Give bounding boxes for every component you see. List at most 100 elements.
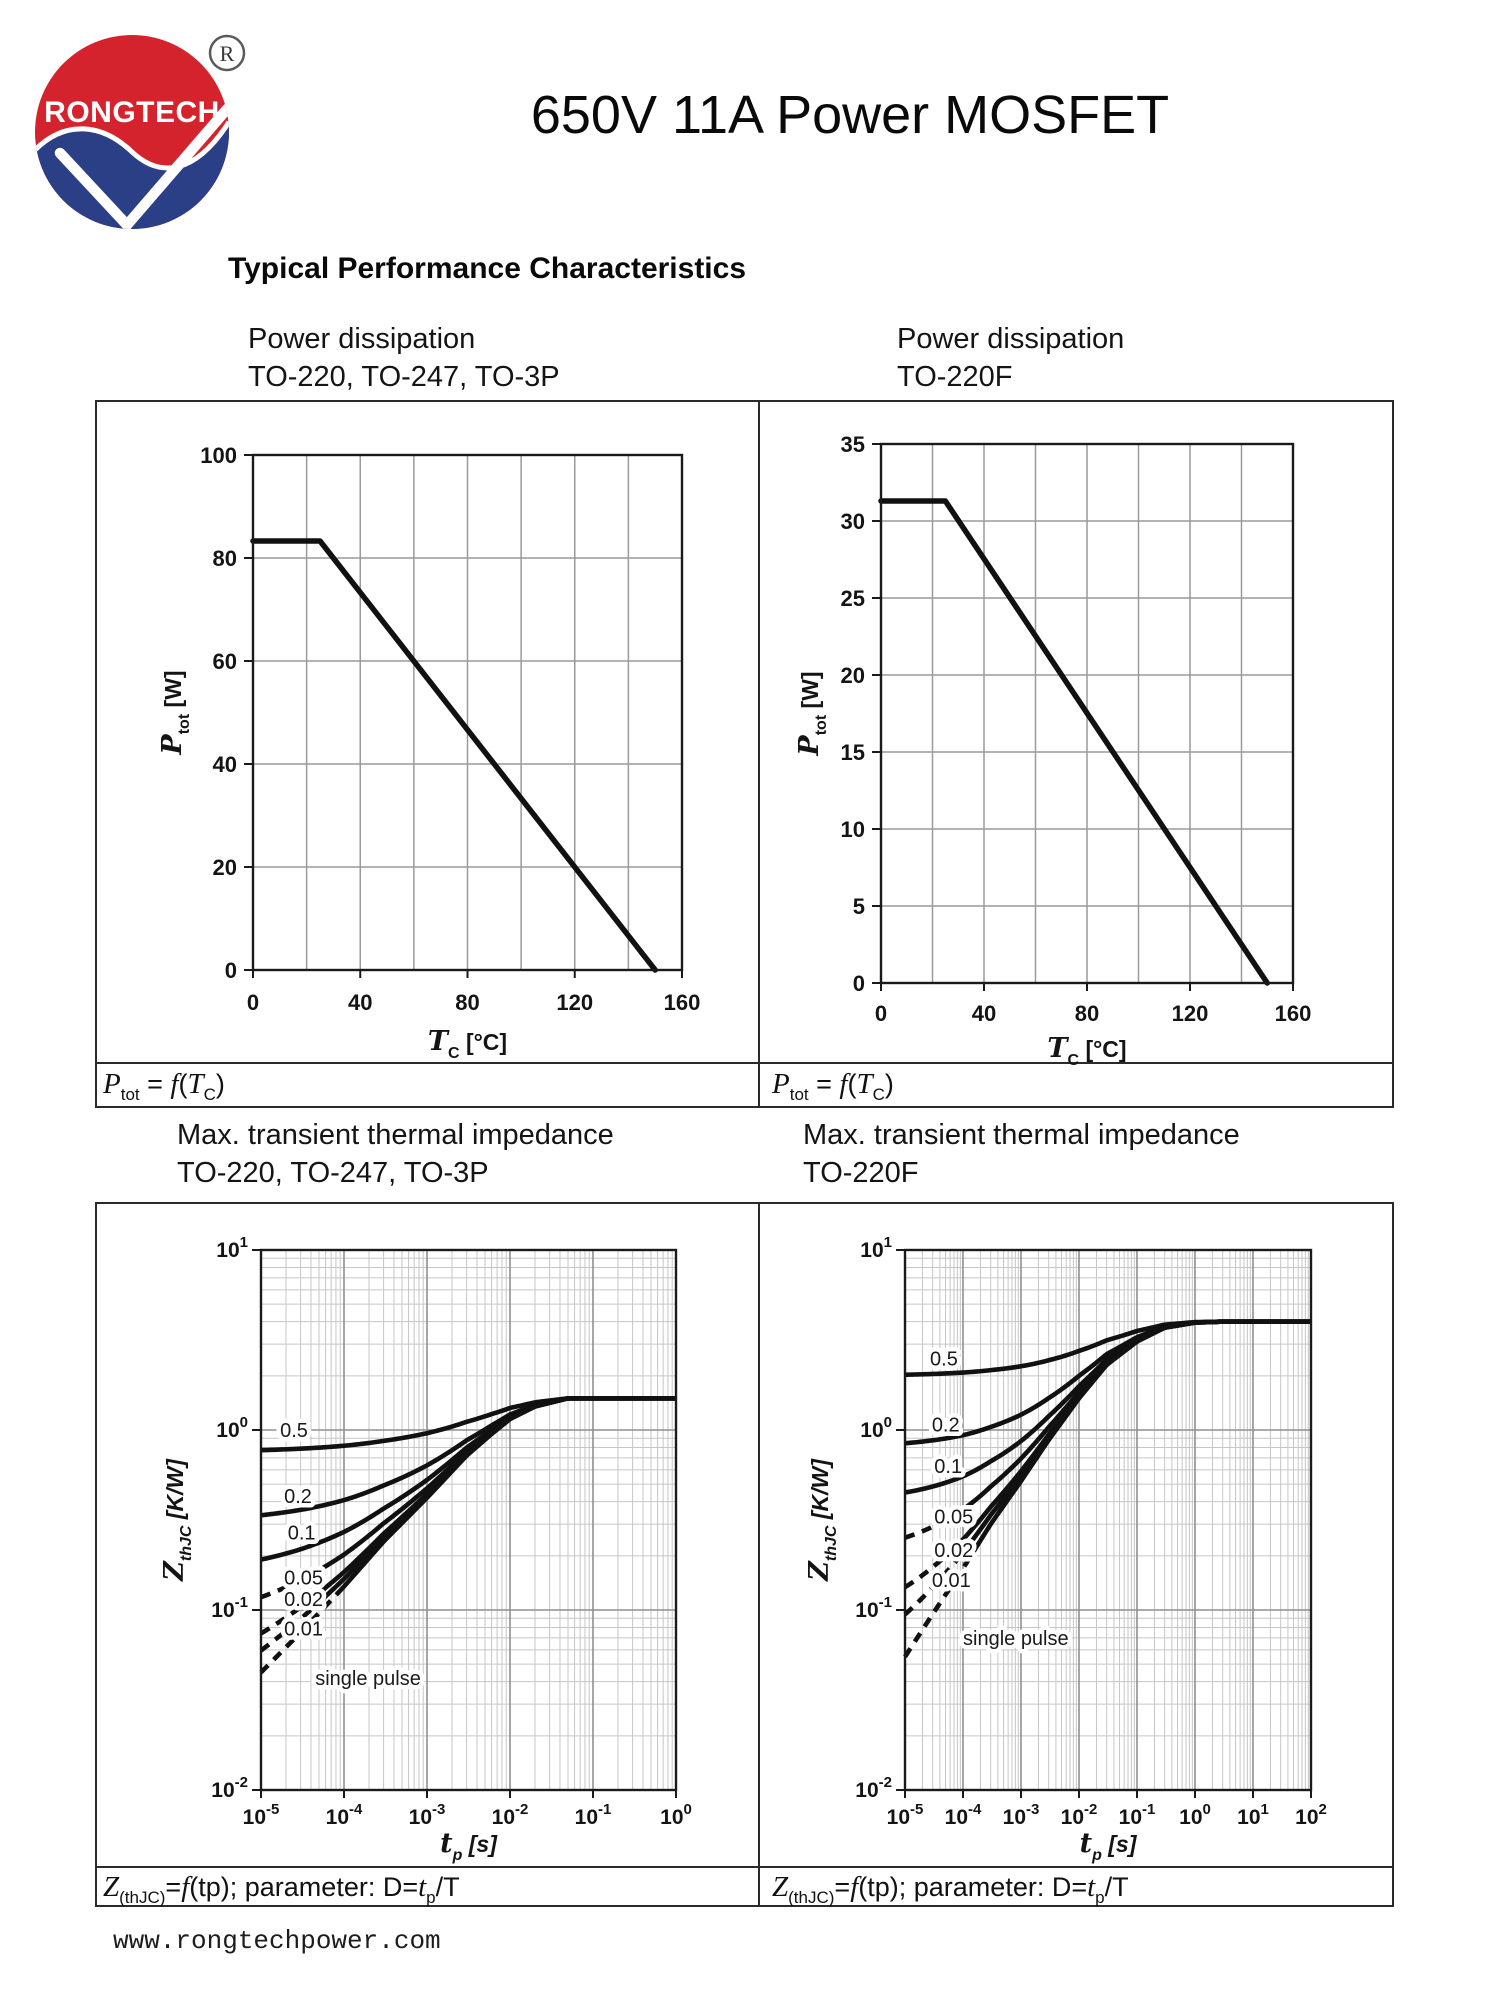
svg-text:10: 10 (841, 817, 865, 842)
svg-text:100: 100 (216, 1414, 248, 1442)
caption-segment: f (850, 1871, 859, 1903)
svg-text:10-3: 10-3 (409, 1801, 446, 1829)
impedance-curves (259, 1396, 676, 1675)
curve-0.02-dashed (903, 1554, 948, 1590)
curve-label: 0.2 (932, 1415, 960, 1437)
caption-segment: ) (884, 1069, 894, 1099)
curve-label: 0.02 (934, 1540, 973, 1562)
svg-text:10-3: 10-3 (1003, 1801, 1040, 1829)
svg-text:100: 100 (660, 1801, 692, 1829)
caption-segment: = (808, 1069, 840, 1099)
x-tick-labels: 0 40 80 120 160 (875, 983, 1311, 1026)
logo-blue-wave (35, 122, 229, 229)
y-axis-title: ZthJC [K/W] (159, 1458, 195, 1582)
caption-segment: P (772, 1068, 790, 1100)
curve-label: 0.1 (288, 1522, 316, 1544)
svg-text:80: 80 (213, 546, 237, 571)
grid-major (905, 1250, 1311, 1790)
svg-text:10-4: 10-4 (326, 1801, 363, 1829)
y-tick-labels: 0 20 40 60 80 100 (200, 443, 253, 983)
chart-heading-thermal-impedance-to220: Max. transient thermal impedance TO-220,… (177, 1116, 614, 1192)
curve-0.05-dashed (260, 1577, 304, 1600)
svg-text:10-2: 10-2 (855, 1774, 892, 1802)
svg-text:0: 0 (225, 958, 237, 983)
caption-segment: = (139, 1069, 171, 1099)
curve-0.01-dashed (903, 1559, 958, 1617)
curve-label: 0.1 (934, 1456, 962, 1478)
table-column-divider (758, 1204, 760, 1905)
svg-text:5: 5 (853, 894, 865, 919)
registered-mark-letter: R (220, 41, 235, 66)
grid-minor (905, 1250, 1311, 1790)
curve-0.01-dashed (259, 1599, 323, 1653)
caption-segment: tot (789, 1085, 809, 1104)
svg-text:80: 80 (455, 990, 479, 1015)
data-curve (250, 538, 658, 973)
svg-text:160: 160 (1275, 1001, 1312, 1026)
x-axis-title: TC [°C] (428, 1026, 507, 1062)
svg-text:10-1: 10-1 (1119, 1801, 1156, 1829)
caption-segment: p (1095, 1888, 1105, 1907)
caption-segment: = (834, 1872, 851, 1902)
chart-heading-thermal-impedance-to220f: Max. transient thermal impedance TO-220F (803, 1116, 1240, 1192)
caption-segment: Z (772, 1871, 789, 1903)
heading-line-2: TO-220, TO-247, TO-3P (248, 361, 560, 393)
rongtech-logo: RONGTECH R (35, 34, 246, 229)
curve-0.5 (260, 1396, 676, 1453)
caption-segment: C (203, 1085, 216, 1104)
curve-single-pulse-dashed (903, 1550, 976, 1658)
curve-0.01 (953, 1319, 1311, 1563)
x-tick-labels: 0 40 80 120 160 (247, 970, 700, 1015)
curve-label: 0.01 (284, 1618, 323, 1640)
svg-text:0: 0 (247, 990, 259, 1015)
curve-label: 0.05 (934, 1507, 973, 1529)
heading-line-2: TO-220, TO-247, TO-3P (177, 1157, 489, 1189)
svg-text:20: 20 (213, 855, 237, 880)
heading-line-1: Power dissipation (248, 323, 476, 355)
x-axis-title: TC [°C] (1047, 1033, 1126, 1069)
y-tick-labels: 10-2 10-1 100 101 (855, 1234, 905, 1802)
svg-text:15: 15 (841, 740, 865, 765)
svg-text:80: 80 (1075, 1001, 1099, 1026)
svg-text:10-2: 10-2 (492, 1801, 529, 1829)
curve-label: 0.02 (284, 1589, 323, 1611)
caption-segment: t (418, 1871, 427, 1903)
caption-segment: T (856, 1068, 873, 1100)
caption-segment: ( (178, 1069, 188, 1099)
caption-row-divider (97, 1062, 1392, 1064)
x-axis-title: tp [s] (440, 1828, 498, 1864)
curve-single-pulse (334, 1396, 676, 1597)
caption-segment: T (187, 1068, 204, 1100)
caption-zthjc-right: Z(thJC)=f(tp); parameter: D=tp/T (772, 1871, 1129, 1908)
caption-segment: Z (103, 1871, 120, 1903)
heading-line-1: Max. transient thermal impedance (177, 1119, 614, 1151)
caption-segment: f (839, 1068, 848, 1100)
caption-segment: t (1087, 1871, 1096, 1903)
caption-segment: /T (1104, 1872, 1129, 1902)
curve-label: 0.5 (280, 1420, 308, 1442)
logo-wave-outline (35, 120, 229, 171)
curve-label: single pulse (315, 1668, 421, 1690)
caption-segment: /T (435, 1872, 460, 1902)
grid (253, 455, 682, 970)
impedance-curves (903, 1319, 1311, 1658)
svg-text:120: 120 (1172, 1001, 1209, 1026)
chart-power-dissipation-to220: 0 40 80 120 160 0 20 40 60 80 100 TC [°C] Ptot [W] (157, 443, 700, 1062)
curve-label: 0.01 (932, 1570, 971, 1592)
caption-segment: ) (215, 1069, 225, 1099)
chart-power-dissipation-to220f: 0 40 80 120 160 0 5 10 15 20 25 30 35 TC [°C] Ptot [W] (794, 432, 1311, 1069)
grid-major (261, 1250, 676, 1790)
curve-0.05-dashed (904, 1520, 942, 1540)
heading-line-2: TO-220F (803, 1157, 919, 1189)
heading-line-1: Power dissipation (897, 323, 1125, 355)
caption-ptot-left: Ptot = f(TC) (103, 1068, 225, 1105)
caption-segment: (thJC) (788, 1888, 835, 1907)
svg-text:10-2: 10-2 (211, 1774, 248, 1802)
svg-text:100: 100 (200, 443, 237, 468)
chart-table-top (95, 400, 1394, 1108)
y-tick-labels: 10-2 10-1 100 101 (211, 1234, 261, 1802)
footer-url: www.rongtechpower.com (113, 1926, 441, 1956)
svg-text:101: 101 (216, 1234, 248, 1262)
curve-label: 0.2 (284, 1486, 312, 1508)
